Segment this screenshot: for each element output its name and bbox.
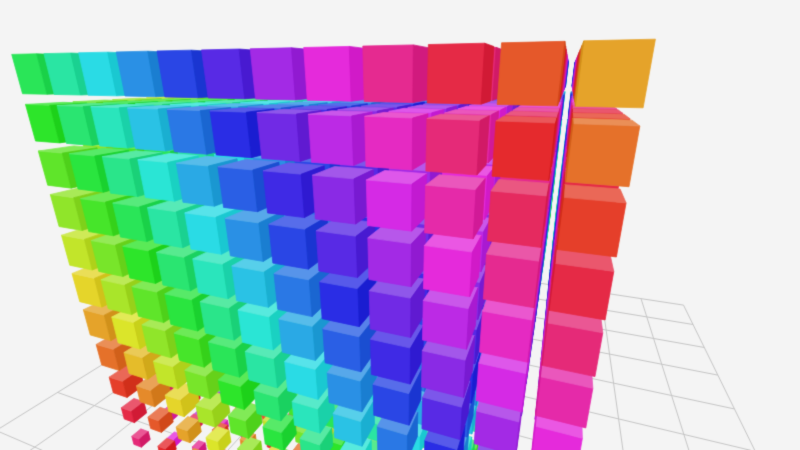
cube-lattice-3d-canvas[interactable] (0, 0, 800, 450)
3d-viewport (0, 0, 800, 450)
